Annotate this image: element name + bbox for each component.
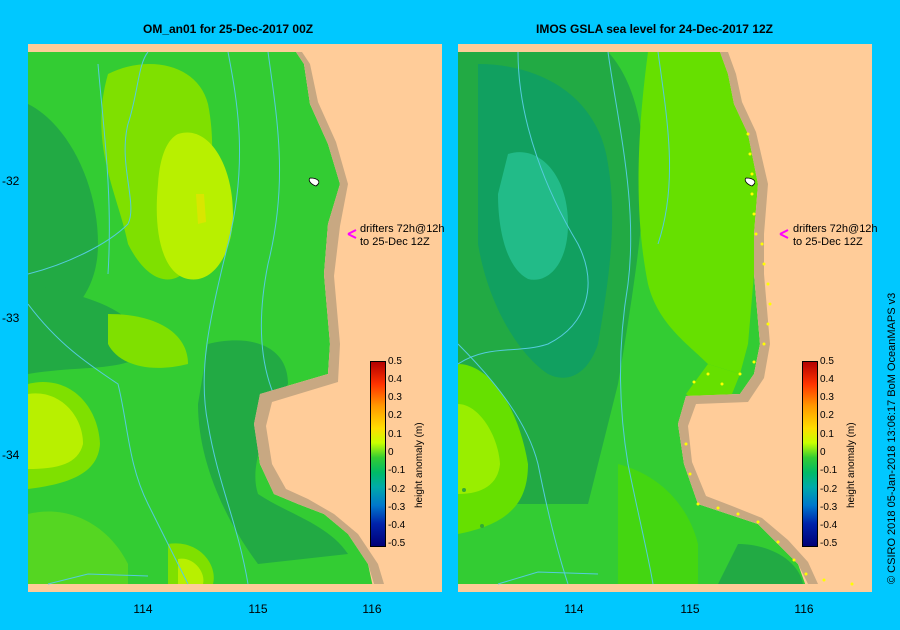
right-map-svg xyxy=(458,51,872,592)
right-drifter-note-line2: to 25-Dec 12Z xyxy=(793,236,863,248)
right-cb-tick: 0.3 xyxy=(820,392,834,403)
drifter-tracks xyxy=(684,132,854,586)
right-x-tick-114: 114 xyxy=(564,602,584,616)
left-map-panel xyxy=(28,44,442,592)
left-cb-tick: 0.1 xyxy=(388,429,402,440)
left-cb-tick: 0.5 xyxy=(388,356,402,367)
right-cb-tick: -0.5 xyxy=(820,538,838,549)
right-map-panel xyxy=(458,44,872,592)
right-x-tick-116: 116 xyxy=(794,602,814,616)
left-cb-tick: 0.4 xyxy=(388,374,402,385)
right-drifter-arrow-icon xyxy=(779,229,789,239)
right-drifter-note-line1: drifters 72h@12h xyxy=(793,223,878,235)
left-colorbar-label: height anomaly (m) xyxy=(414,422,425,508)
left-cb-tick: 0.2 xyxy=(388,410,402,421)
right-cb-tick: -0.3 xyxy=(820,502,838,513)
right-drifter-note: drifters 72h@12h to 25-Dec 12Z xyxy=(793,223,878,249)
credit-text: © CSIRO 2018 05-Jan-2018 13:06:17 BoM Oc… xyxy=(886,292,898,584)
left-cb-tick: 0.3 xyxy=(388,392,402,403)
y-tick-32: -32 xyxy=(2,174,20,188)
left-map-svg xyxy=(28,51,442,592)
left-cb-tick: 0 xyxy=(388,447,394,458)
y-tick-33: -33 xyxy=(2,311,20,325)
right-x-tick-115: 115 xyxy=(680,602,700,616)
left-drifter-arrow-icon xyxy=(347,229,357,239)
right-map-title: IMOS GSLA sea level for 24-Dec-2017 12Z xyxy=(536,22,773,36)
left-anomaly-low-west xyxy=(28,104,98,334)
right-colorbar-label: height anomaly (m) xyxy=(846,422,857,508)
left-x-tick-115: 115 xyxy=(248,602,268,616)
right-cb-tick: -0.1 xyxy=(820,465,838,476)
left-cb-tick: -0.5 xyxy=(388,538,406,549)
left-cb-tick: -0.2 xyxy=(388,484,406,495)
right-cb-tick: -0.4 xyxy=(820,520,838,531)
right-cb-tick: 0.4 xyxy=(820,374,834,385)
left-x-tick-114: 114 xyxy=(133,602,153,616)
left-colorbar xyxy=(370,361,386,547)
y-tick-34: -34 xyxy=(2,448,20,462)
left-drifter-note: drifters 72h@12h to 25-Dec 12Z xyxy=(360,223,445,249)
left-x-tick-116: 116 xyxy=(362,602,382,616)
right-colorbar xyxy=(802,361,818,547)
left-drifter-note-line1: drifters 72h@12h xyxy=(360,223,445,235)
left-cb-tick: -0.4 xyxy=(388,520,406,531)
left-drifter-note-line2: to 25-Dec 12Z xyxy=(360,236,430,248)
right-cb-tick: -0.2 xyxy=(820,484,838,495)
right-cb-tick: 0.1 xyxy=(820,429,834,440)
left-cb-tick: -0.3 xyxy=(388,502,406,513)
right-cb-tick: 0.5 xyxy=(820,356,834,367)
right-cb-tick: 0.2 xyxy=(820,410,834,421)
left-map-title: OM_an01 for 25-Dec-2017 00Z xyxy=(143,22,314,36)
right-cb-tick: 0 xyxy=(820,447,826,458)
left-cb-tick: -0.1 xyxy=(388,465,406,476)
